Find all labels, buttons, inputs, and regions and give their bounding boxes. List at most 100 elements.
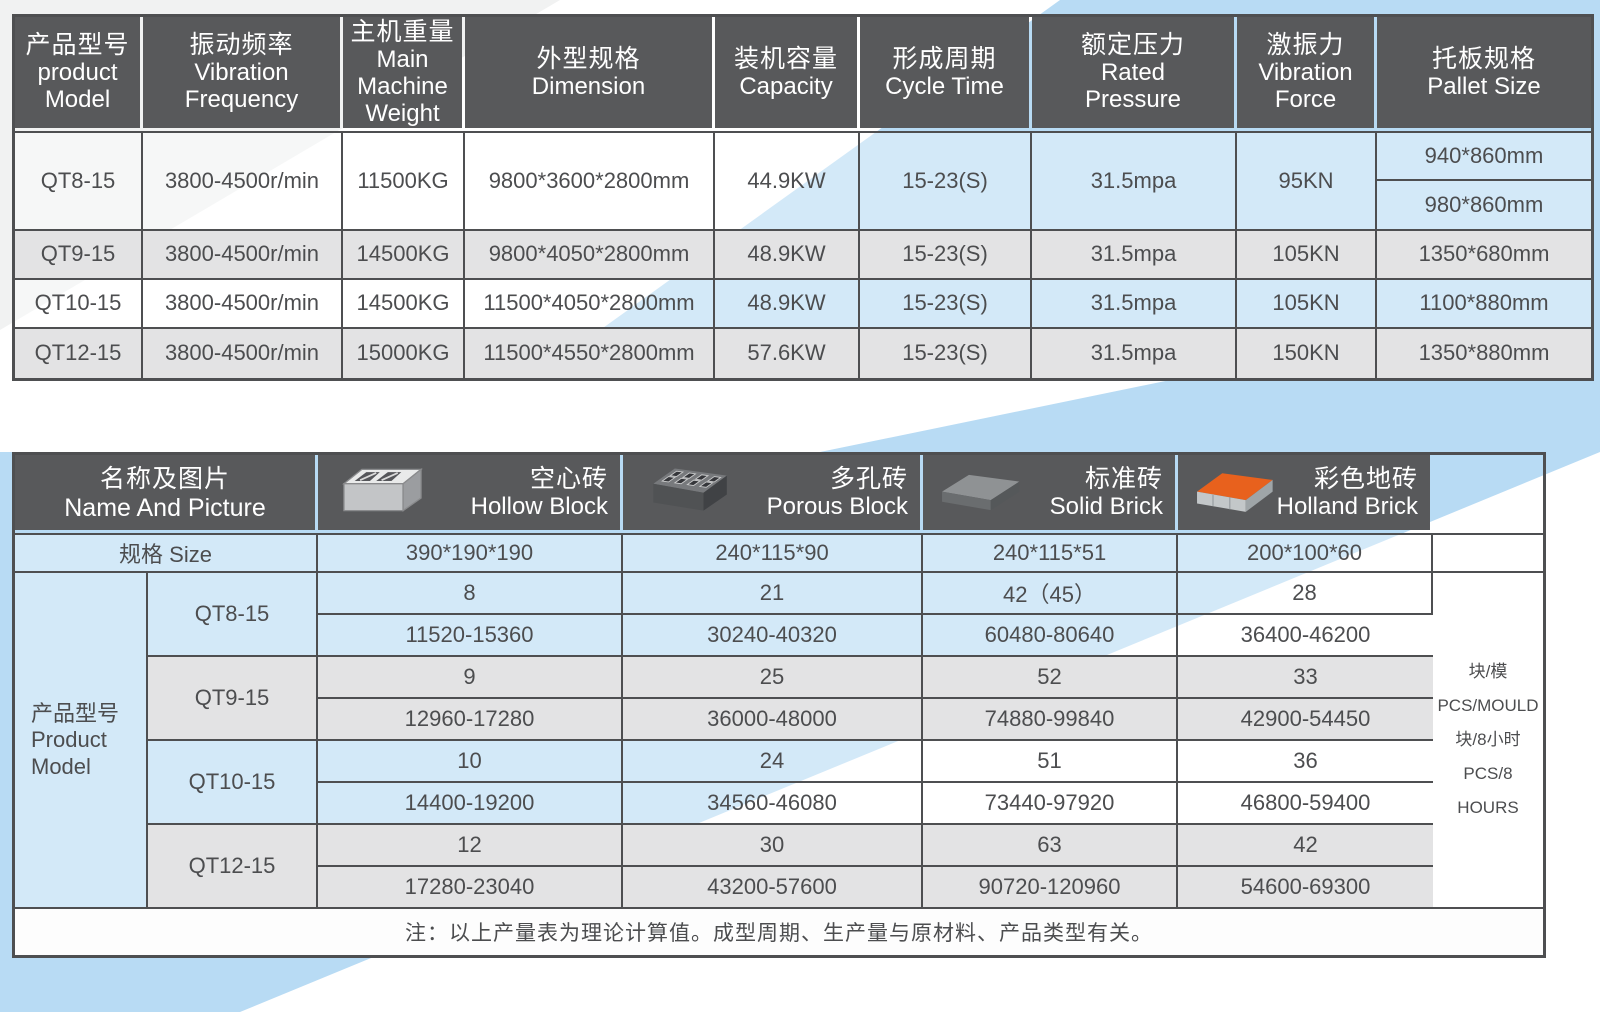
spec-cell-qt9-pressure: 31.5mpa xyxy=(1032,230,1237,280)
qt8-solid-pcs: 42（45） xyxy=(923,573,1178,615)
capacity-row-qt9-8h: 12960-17280 36000-48000 74880-99840 4290… xyxy=(15,699,1543,741)
spec-cell-qt9-force: 105KN xyxy=(1237,230,1377,280)
spec-col-header-dimension: 外型规格 Dimension xyxy=(465,17,715,131)
spec-cell-qt8-pallet-1: 940*860mm xyxy=(1377,130,1591,181)
spec-cell-qt8-dimension: 9800*3600*2800mm xyxy=(465,130,715,231)
qt10-solid-8h: 73440-97920 xyxy=(923,783,1178,825)
spec-cell-qt10-dimension: 11500*4050*2800mm xyxy=(465,279,715,329)
machine-spec-table: 产品型号 product Model 振动频率 Vibration Frequenc… xyxy=(12,14,1594,381)
capacity-size-porous: 240*115*90 xyxy=(623,533,923,573)
spec-col-header-frequency: 振动频率 Vibration Frequency xyxy=(143,17,343,131)
qt10-hollow-pcs: 10 xyxy=(318,741,623,783)
qt9-hollow-8h: 12960-17280 xyxy=(318,699,623,741)
qt9-holland-pcs: 33 xyxy=(1178,657,1433,699)
spec-row-qt8: QT8-15 3800-4500r/min 11500KG 9800*3600*… xyxy=(15,130,1591,231)
capacity-size-row: 规格 Size 390*190*190 240*115*90 240*115*5… xyxy=(15,533,1543,573)
capacity-col-header-name: 名称及图片 Name And Picture xyxy=(15,455,318,533)
qt12-holland-pcs: 42 xyxy=(1178,825,1433,867)
spec-cell-qt10-force: 105KN xyxy=(1237,279,1377,329)
capacity-size-label: 规格 Size xyxy=(15,533,318,573)
capacity-row-qt10-pcs: QT10-15 10 24 51 36 xyxy=(15,741,1543,825)
capacity-size-hollow: 390*190*190 xyxy=(318,533,623,573)
spec-cell-qt12-capacity: 57.6KW xyxy=(715,328,860,378)
spec-cell-qt8-model: QT8-15 xyxy=(15,130,143,231)
spec-cell-qt10-pressure: 31.5mpa xyxy=(1032,279,1237,329)
spec-cell-qt9-dimension: 9800*4050*2800mm xyxy=(465,230,715,280)
capacity-model-qt8: QT8-15 xyxy=(148,573,318,657)
qt8-holland-8h: 36400-46200 xyxy=(1178,615,1433,657)
spec-cell-qt12-frequency: 3800-4500r/min xyxy=(143,328,343,378)
qt9-porous-8h: 36000-48000 xyxy=(623,699,923,741)
capacity-row-qt8-pcs: 产品型号 Product Model QT8-15 8 21 42（45） 28… xyxy=(15,573,1543,909)
spec-cell-qt9-frequency: 3800-4500r/min xyxy=(143,230,343,280)
capacity-note-text: 注：以上产量表为理论计算值。成型周期、生产量与原材料、产品类型有关。 xyxy=(15,909,1543,955)
qt9-holland-8h: 42900-54450 xyxy=(1178,699,1433,741)
qt10-holland-8h: 46800-59400 xyxy=(1178,783,1433,825)
spec-cell-qt8-force: 95KN xyxy=(1237,130,1377,231)
spec-header-row: 产品型号 product Model 振动频率 Vibration Frequenc… xyxy=(15,17,1591,131)
capacity-size-holland: 200*100*60 xyxy=(1178,533,1433,573)
qt9-solid-pcs: 52 xyxy=(923,657,1178,699)
qt9-hollow-pcs: 9 xyxy=(318,657,623,699)
spec-row-qt9: QT9-15 3800-4500r/min 14500KG 9800*4050*… xyxy=(15,230,1591,280)
spec-col-header-capacity: 装机容量 Capacity xyxy=(715,17,860,131)
spec-cell-qt10-pallet: 1100*880mm xyxy=(1377,279,1591,329)
spec-cell-qt12-force: 150KN xyxy=(1237,328,1377,378)
spec-cell-qt9-pallet: 1350*680mm xyxy=(1377,230,1591,280)
spec-cell-qt8-weight: 11500KG xyxy=(343,130,465,231)
porous-block-icon xyxy=(637,464,727,521)
spec-cell-qt10-frequency: 3800-4500r/min xyxy=(143,279,343,329)
spec-col-header-cycle: 形成周期 Cycle Time xyxy=(860,17,1032,131)
capacity-row-qt9-pcs: QT9-15 9 25 52 33 xyxy=(15,657,1543,741)
capacity-units-cell: 块/模 PCS/MOULD 块/8小时 PCS/8 HOURS xyxy=(1433,573,1543,909)
qt8-hollow-8h: 11520-15360 xyxy=(318,615,623,657)
spec-cell-qt12-pressure: 31.5mpa xyxy=(1032,328,1237,378)
spec-cell-qt10-weight: 14500KG xyxy=(343,279,465,329)
qt12-hollow-8h: 17280-23040 xyxy=(318,867,623,909)
spec-cell-qt8-pressure: 31.5mpa xyxy=(1032,130,1237,231)
spec-row-qt12: QT12-15 3800-4500r/min 15000KG 11500*455… xyxy=(15,328,1591,378)
spec-cell-qt12-cycle: 15-23(S) xyxy=(860,328,1032,378)
spec-cell-qt8-pallet-2: 980*860mm xyxy=(1377,180,1591,231)
capacity-row-qt10-8h: 14400-19200 34560-46080 73440-97920 4680… xyxy=(15,783,1543,825)
holland-brick-icon xyxy=(1192,465,1276,520)
qt8-hollow-pcs: 8 xyxy=(318,573,623,615)
spec-cell-qt10-capacity: 48.9KW xyxy=(715,279,860,329)
qt10-porous-8h: 34560-46080 xyxy=(623,783,923,825)
capacity-col-header-holland-brick: 彩色地砖 Holland Brick xyxy=(1178,455,1433,533)
qt12-solid-8h: 90720-120960 xyxy=(923,867,1178,909)
spec-col-header-weight: 主机重量 Main Machine Weight xyxy=(343,17,465,131)
qt10-holland-pcs: 36 xyxy=(1178,741,1433,783)
qt10-porous-pcs: 24 xyxy=(623,741,923,783)
capacity-header-corner-cell xyxy=(1433,455,1543,533)
production-capacity-table: 名称及图片 Name And Picture xyxy=(12,452,1546,958)
spec-cell-qt10-model: QT10-15 xyxy=(15,279,143,329)
qt8-solid-8h: 60480-80640 xyxy=(923,615,1178,657)
capacity-row-qt12-8h: 17280-23040 43200-57600 90720-120960 546… xyxy=(15,867,1543,909)
capacity-header-row: 名称及图片 Name And Picture xyxy=(15,455,1543,533)
qt12-porous-8h: 43200-57600 xyxy=(623,867,923,909)
solid-brick-icon xyxy=(937,467,1021,518)
spec-col-header-force: 激振力 Vibration Force xyxy=(1237,17,1377,131)
qt10-hollow-8h: 14400-19200 xyxy=(318,783,623,825)
capacity-col-header-solid-brick: 标准砖 Solid Brick xyxy=(923,455,1178,533)
capacity-model-qt9: QT9-15 xyxy=(148,657,318,741)
spec-cell-qt12-dimension: 11500*4550*2800mm xyxy=(465,328,715,378)
hollow-block-icon xyxy=(332,464,424,521)
spec-col-header-model: 产品型号 product Model xyxy=(15,17,143,131)
spec-cell-qt12-weight: 15000KG xyxy=(343,328,465,378)
spec-cell-qt12-model: QT12-15 xyxy=(15,328,143,378)
qt8-porous-pcs: 21 xyxy=(623,573,923,615)
spec-cell-qt8-frequency: 3800-4500r/min xyxy=(143,130,343,231)
capacity-col-header-hollow-block: 空心砖 Hollow Block xyxy=(318,455,623,533)
spec-cell-qt8-capacity: 44.9KW xyxy=(715,130,860,231)
capacity-note-row: 注：以上产量表为理论计算值。成型周期、生产量与原材料、产品类型有关。 xyxy=(15,909,1543,955)
capacity-size-empty-cell xyxy=(1433,533,1543,573)
qt12-hollow-pcs: 12 xyxy=(318,825,623,867)
spec-cell-qt9-weight: 14500KG xyxy=(343,230,465,280)
spec-cell-qt12-pallet: 1350*880mm xyxy=(1377,328,1591,378)
qt12-solid-pcs: 63 xyxy=(923,825,1178,867)
spec-cell-qt8-cycle: 15-23(S) xyxy=(860,130,1032,231)
qt12-holland-8h: 54600-69300 xyxy=(1178,867,1433,909)
